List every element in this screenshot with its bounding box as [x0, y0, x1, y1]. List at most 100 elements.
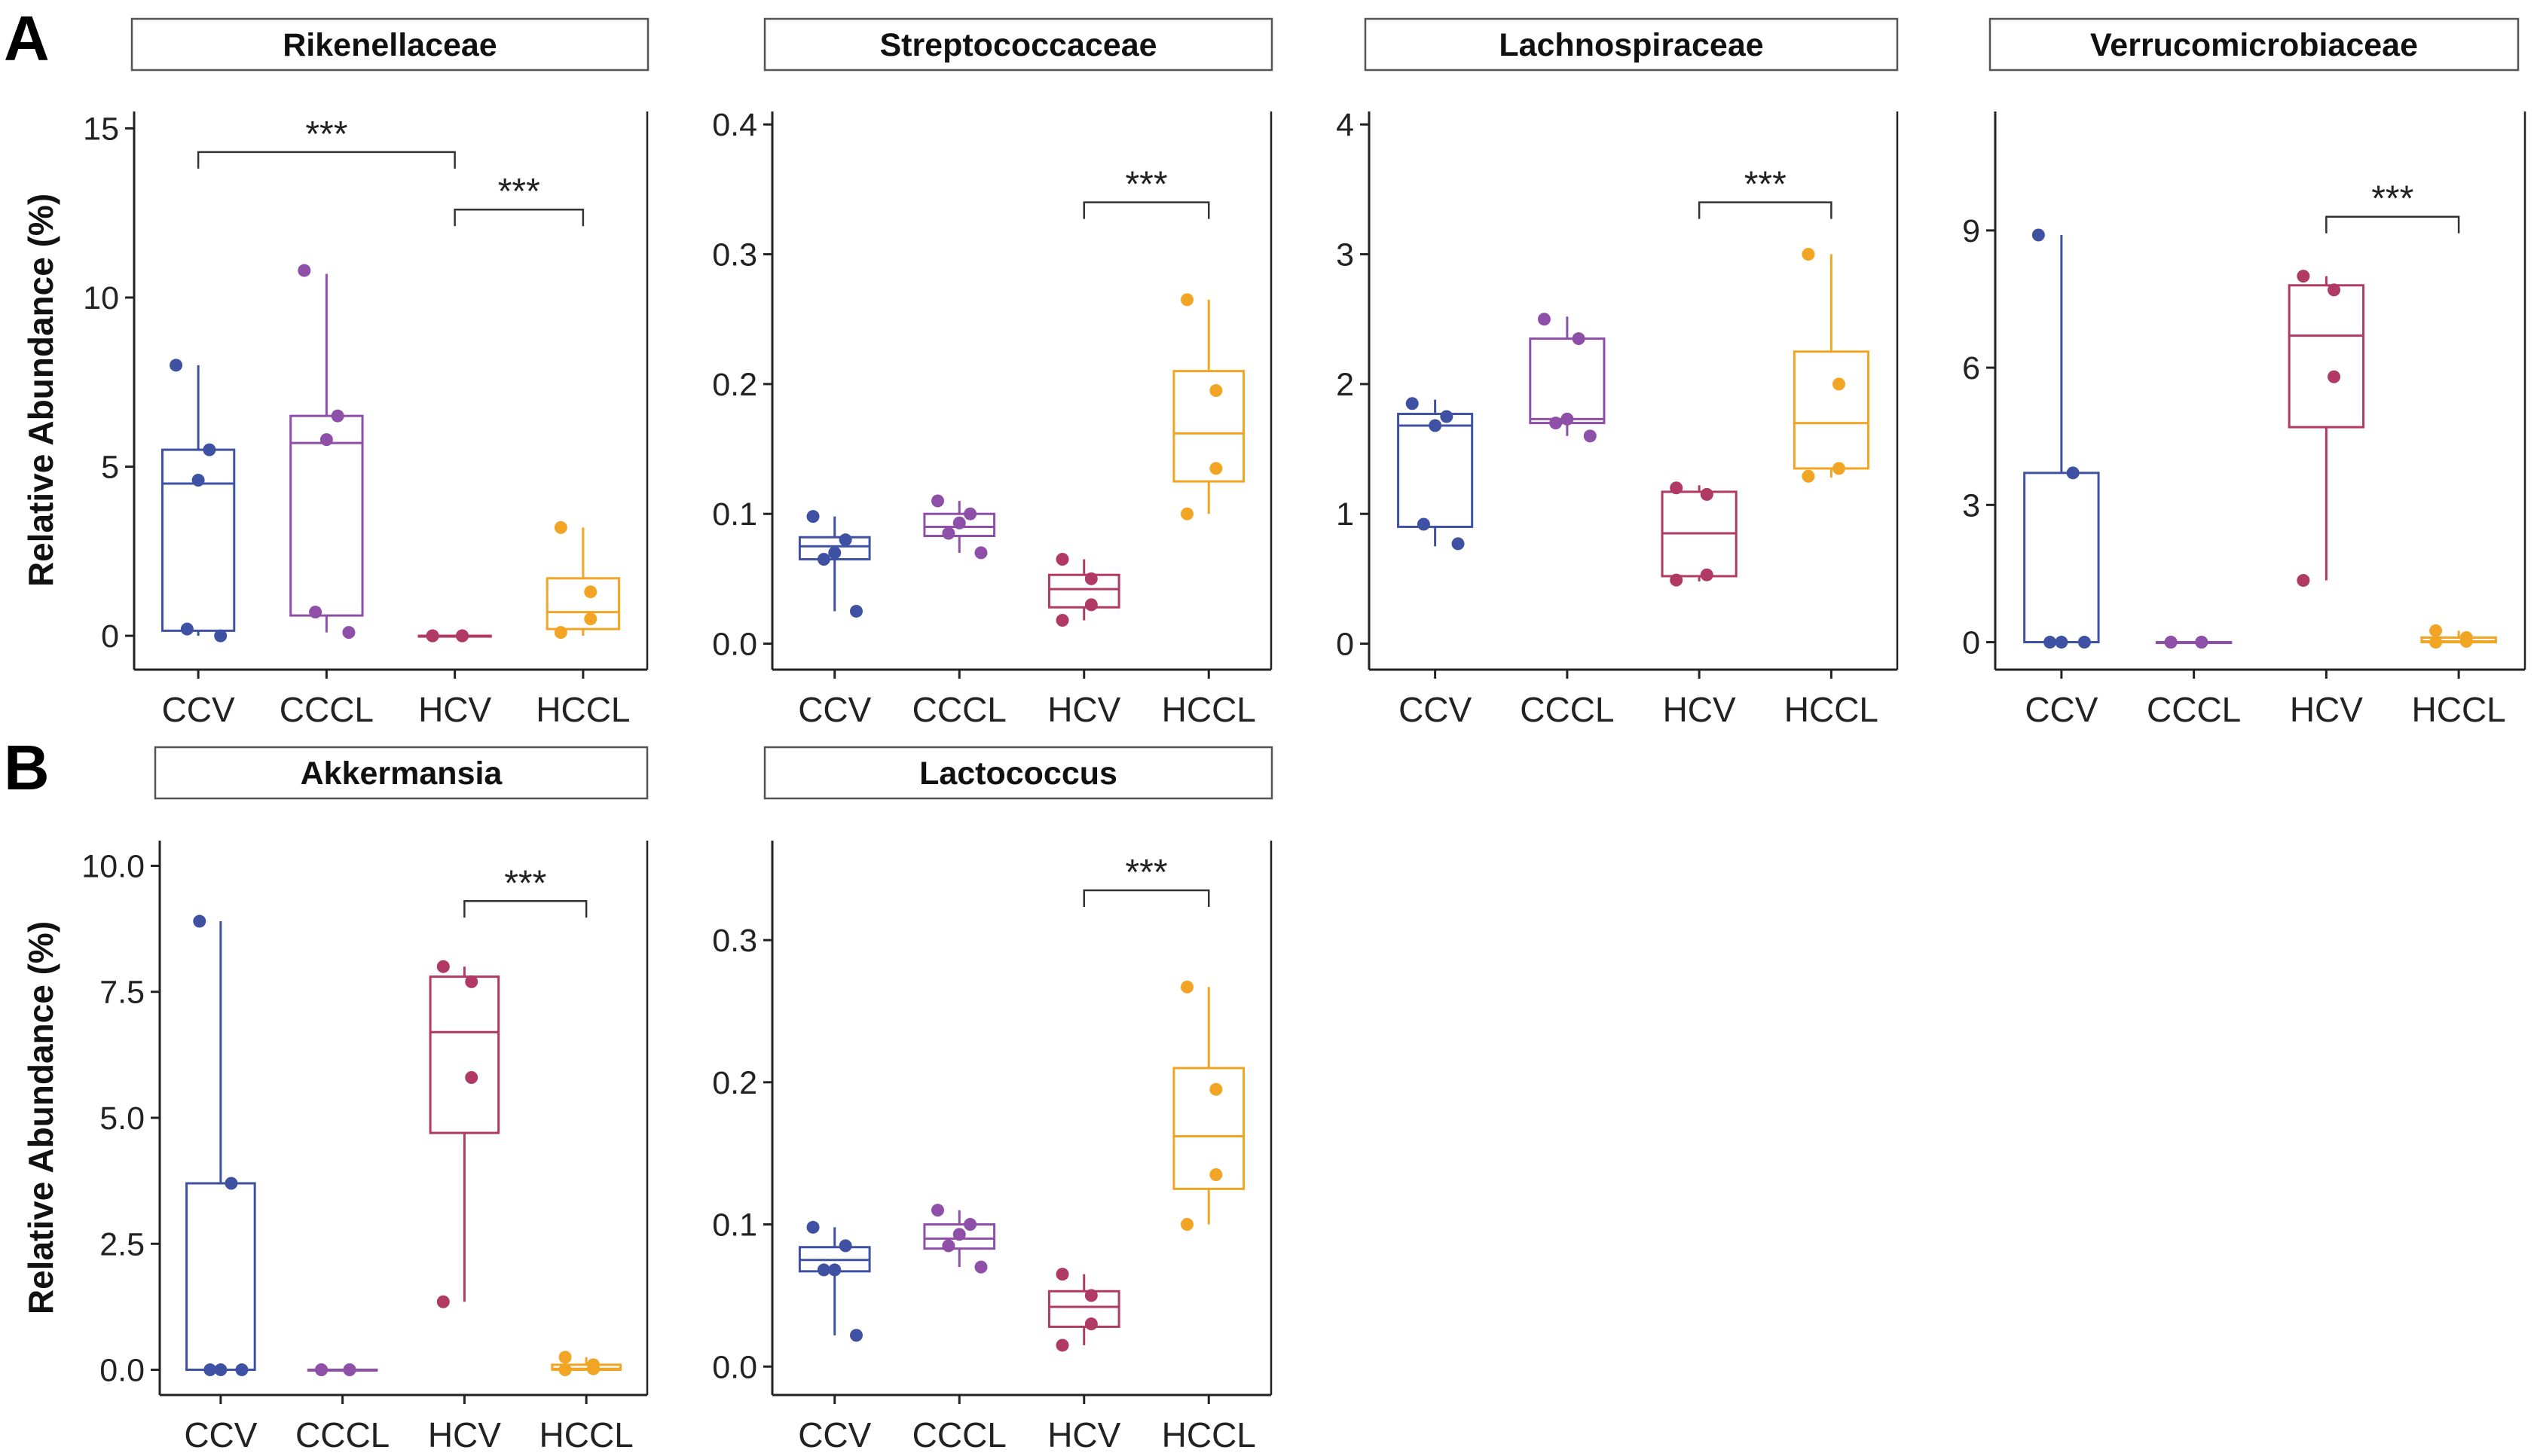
y-tick-label: 9 [1962, 213, 1980, 249]
bracket-line [463, 900, 588, 918]
chart-lachnospiraceae: Lachnospiraceae 0 1 2 3 4 CCV CCCL HCV HCCL *** [1336, 17, 1899, 729]
data-point [952, 516, 966, 530]
y-tick-label: 7.5 [99, 975, 145, 1011]
box-hccl [1172, 293, 1246, 520]
data-point [931, 1204, 945, 1217]
bracket-line [197, 151, 456, 169]
bracket-line [1698, 201, 1832, 219]
y-tick-label: 0.1 [712, 496, 757, 533]
data-point [342, 626, 356, 639]
data-point [2459, 634, 2473, 648]
box-iqr [185, 1182, 256, 1372]
data-point [1832, 377, 1846, 391]
data-point [436, 960, 450, 973]
data-point [584, 612, 598, 626]
x-tick-label-hccl: HCCL [2412, 690, 2506, 729]
box-hccl [1793, 248, 1869, 483]
box-cccl [289, 264, 364, 639]
data-point [2297, 270, 2310, 283]
data-point [964, 507, 977, 520]
data-point [1181, 1218, 1194, 1232]
data-point [1549, 417, 1563, 430]
box-iqr [2288, 284, 2365, 429]
data-point [2328, 283, 2341, 297]
data-point [2043, 636, 2057, 649]
significance-label: *** [504, 863, 546, 903]
data-point [2077, 636, 2091, 649]
box-ccv [2023, 228, 2100, 649]
data-point [817, 1263, 830, 1277]
y-tick-label: 6 [1962, 350, 1980, 386]
facet-title: Lachnospiraceae [1499, 27, 1763, 63]
data-point [1084, 1317, 1098, 1331]
data-point [309, 606, 322, 619]
y-tick-label: 0.1 [712, 1207, 757, 1244]
box-iqr [1047, 573, 1120, 609]
data-point [331, 409, 344, 423]
data-point [1084, 572, 1098, 585]
box-hccl [551, 1351, 622, 1377]
chart-rikenellaceae: Rikenellaceae 0 5 10 15 CCV CCCL HCV HCCL *** *** [83, 17, 650, 729]
x-tick-label-hcv: HCV [2290, 690, 2363, 729]
data-point [806, 510, 820, 523]
y-tick-label: 0.2 [712, 367, 757, 403]
data-point [214, 1363, 228, 1377]
y-tick-label: 1 [1336, 496, 1354, 533]
data-point [558, 1351, 572, 1364]
significance-bracket: *** [2325, 179, 2460, 234]
data-point [584, 585, 598, 599]
box-hcv [1047, 553, 1120, 627]
x-tick-label-cccl: CCCL [2147, 690, 2241, 729]
facet-title: Lactococcus [919, 755, 1117, 792]
facet-title-strip [763, 17, 1273, 72]
x-tick-label-cccl: CCCL [280, 690, 374, 729]
y-tick-label: 0.3 [712, 237, 757, 273]
x-tick-label-cccl: CCCL [295, 1415, 390, 1454]
box-hcv [429, 960, 500, 1308]
data-point [2429, 636, 2443, 649]
data-point [1209, 1082, 1223, 1096]
data-point [817, 553, 830, 566]
data-point [974, 1260, 988, 1274]
box-iqr [1793, 350, 1869, 470]
data-point [952, 1228, 966, 1241]
data-point [1056, 553, 1069, 566]
data-point [1181, 507, 1194, 520]
data-point [806, 1220, 820, 1234]
data-point [839, 533, 852, 547]
x-tick-label-ccv: CCV [1398, 690, 1472, 729]
data-point [315, 1363, 329, 1377]
y-tick-label: 0.0 [99, 1353, 145, 1389]
data-point [1084, 598, 1098, 612]
box-iqr [798, 536, 871, 561]
x-tick-label-hccl: HCCL [1784, 690, 1878, 729]
significance-bracket: *** [197, 114, 456, 169]
y-tick-label: 15 [83, 111, 119, 147]
bracket-line [1083, 201, 1210, 219]
data-point [558, 1363, 572, 1377]
x-tick-label-hccl: HCCL [1162, 690, 1256, 729]
data-point [2066, 466, 2080, 480]
box-iqr [429, 975, 500, 1134]
data-point [191, 474, 205, 487]
box-ccv [1397, 397, 1474, 551]
facet-title: Verrucomicrobiaceae [2090, 27, 2418, 63]
box-hcv [417, 629, 492, 643]
data-point [2031, 228, 2045, 242]
box-hccl [546, 520, 621, 639]
data-point [1802, 248, 1815, 261]
x-tick-label-cccl: CCCL [912, 1415, 1007, 1454]
significance-label: *** [305, 114, 347, 154]
significance-label: *** [1125, 853, 1167, 893]
data-point [1209, 1168, 1223, 1181]
bracket-line [1083, 889, 1210, 908]
x-tick-label-ccv: CCV [162, 690, 235, 729]
box-iqr [160, 448, 236, 632]
data-point [1405, 397, 1419, 411]
significance-label: *** [1744, 165, 1787, 205]
data-point [1572, 332, 1585, 346]
data-point [2055, 636, 2068, 649]
x-tick-label-hcv: HCV [1047, 690, 1120, 729]
data-point [1209, 462, 1223, 475]
significance-bracket: *** [463, 863, 588, 918]
